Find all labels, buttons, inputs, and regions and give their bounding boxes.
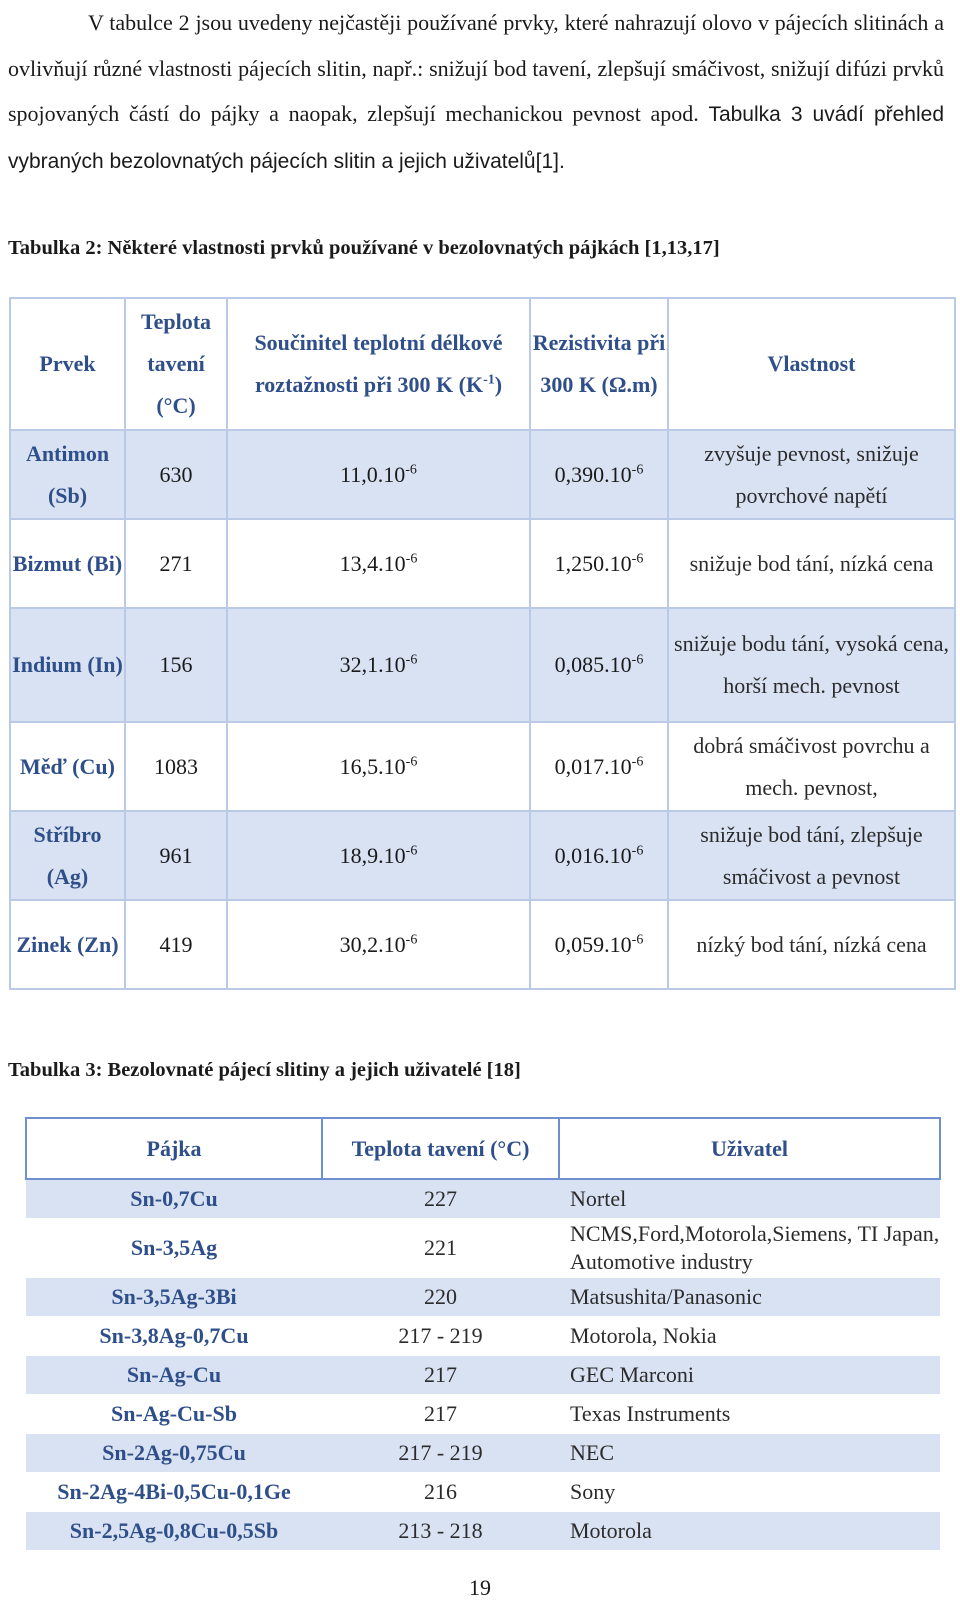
resistivity: 1,250.10-6 [529,518,669,609]
alloy-name: Sn-Ag-Cu [26,1355,322,1395]
resistivity: 0,390.10-6 [529,429,669,520]
table2-row: Antimon (Sb) 630 11,0.10-6 0,390.10-6 zv… [9,429,956,520]
table3-row: Sn-Ag-Cu-Sb 217 Texas Instruments [26,1395,940,1434]
alloy-users: Motorola [559,1511,940,1551]
alloy-name: Sn-3,5Ag-3Bi [26,1277,322,1317]
melting-range: 227 [322,1179,559,1219]
table2-row: Měď (Cu) 1083 16,5.10-6 0,017.10-6 dobrá… [9,721,956,812]
table3: Pájka Teplota tavení (°C) Uživatel Sn-0,… [25,1117,941,1551]
table2-row: Indium (In) 156 32,1.10-6 0,085.10-6 sni… [9,607,956,723]
property: dobrá smáčivost povrchu a mech. pevnost, [667,721,956,812]
table3-caption: Tabulka 3: Bezolovnaté pájecí slitiny a … [8,1059,521,1081]
table3-row: Sn-3,5Ag-3Bi 220 Matsushita/Panasonic [26,1277,940,1317]
table3-row: Sn-0,7Cu 227 Nortel [26,1179,940,1219]
property: snižuje bod tání, nízká cena [667,518,956,609]
table2-header-resistivity: Rezistivita při 300 K (Ω.m) [529,297,669,431]
table2-caption: Tabulka 2: Některé vlastnosti prvků použ… [8,237,720,259]
table2-header-melting: Teplota tavení (°C) [124,297,228,431]
intro-paragraph: V tabulce 2 jsou uvedeny nejčastěji použ… [8,0,944,184]
melting-point: 271 [124,518,228,609]
table3-row: Sn-Ag-Cu 217 GEC Marconi [26,1355,940,1395]
alloy-name: Sn-3,5Ag [130,1235,218,1260]
alloy-name: Sn-0,7Cu [26,1179,322,1219]
table3-row: Sn-2Ag-0,75Cu 217 - 219 NEC [26,1433,940,1473]
table2-row: Bizmut (Bi) 271 13,4.10-6 1,250.10-6 sni… [9,518,956,609]
resistivity: 0,085.10-6 [529,607,669,723]
alloy-name: Sn-2,5Ag-0,8Cu-0,5Sb [26,1511,322,1551]
alloy-name: Sn-2Ag-0,75Cu [26,1433,322,1473]
alloy-users: NEC [559,1433,940,1473]
table3-row: Sn-3,8Ag-0,7Cu 217 - 219 Motorola, Nokia [26,1317,940,1356]
table2-header-expansion: Součinitel teplotní délkové roztažnosti … [226,297,531,431]
resistivity: 0,059.10-6 [529,899,669,990]
melting-point: 630 [124,429,228,520]
intro-text-2: Tabulka 3 uvádí přehled vybraných bezolo… [8,103,944,173]
property: zvyšuje pevnost, snižuje povrchové napět… [667,429,956,520]
element-name: Stříbro (Ag) [9,810,126,901]
page-number: 19 [469,1575,491,1600]
alloy-name: Sn-Ag-Cu-Sb [111,1401,237,1426]
expansion-coefficient: 18,9.10-6 [226,810,531,901]
alloy-users: Motorola, Nokia [570,1323,717,1348]
expansion-coefficient: 30,2.10-6 [226,899,531,990]
table3-header-user: Uživatel [558,1117,941,1180]
alloy-users: Nortel [559,1179,940,1219]
alloy-name: Sn-3,8Ag-0,7Cu [99,1323,249,1348]
table2-row: Stříbro (Ag) 961 18,9.10-6 0,016.10-6 sn… [9,810,956,901]
property: nízký bod tání, nízká cena [667,899,956,990]
expansion-coefficient: 32,1.10-6 [226,607,531,723]
element-name: Antimon (Sb) [9,429,126,520]
melting-range: 221 [424,1235,457,1260]
table3-header-row: Pájka Teplota tavení (°C) Uživatel [25,1117,941,1180]
melting-range: 216 [424,1479,457,1504]
table3-header-melting: Teplota tavení (°C) [321,1117,560,1180]
table3-header-alloy: Pájka [25,1117,323,1180]
melting-range: 220 [322,1277,559,1317]
alloy-name: Sn-2Ag-4Bi-0,5Cu-0,1Ge [57,1479,291,1504]
melting-point: 1083 [124,721,228,812]
melting-range: 217 - 219 [322,1433,559,1473]
melting-range: 217 [424,1401,457,1426]
melting-range: 213 - 218 [322,1511,559,1551]
alloy-users: Matsushita/Panasonic [559,1277,940,1317]
element-name: Měď (Cu) [9,721,126,812]
resistivity: 0,016.10-6 [529,810,669,901]
alloy-users: Sony [570,1479,616,1504]
element-name: Indium (In) [9,607,126,723]
expansion-coefficient: 13,4.10-6 [226,518,531,609]
alloy-users: NCMS,Ford,Motorola,Siemens, TI Japan, Au… [570,1221,940,1274]
expansion-coefficient: 11,0.10-6 [226,429,531,520]
melting-range: 217 - 219 [398,1323,483,1348]
table2-header-element: Prvek [9,297,126,431]
alloy-users: Texas Instruments [570,1401,731,1426]
property: snižuje bodu tání, vysoká cena, horší me… [667,607,956,723]
table3-row: Sn-2,5Ag-0,8Cu-0,5Sb 213 - 218 Motorola [26,1511,940,1551]
melting-point: 156 [124,607,228,723]
table3-row: Sn-3,5Ag 221 NCMS,Ford,Motorola,Siemens,… [26,1219,940,1278]
melting-point: 961 [124,810,228,901]
melting-range: 217 [322,1355,559,1395]
table3-row: Sn-2Ag-4Bi-0,5Cu-0,1Ge 216 Sony [26,1473,940,1512]
alloy-users: GEC Marconi [559,1355,940,1395]
element-name: Bizmut (Bi) [9,518,126,609]
table2-header-property: Vlastnost [667,297,956,431]
property: snižuje bod tání, zlepšuje smáčivost a p… [667,810,956,901]
table2: Prvek Teplota tavení (°C) Součinitel tep… [9,297,956,990]
table2-row: Zinek (Zn) 419 30,2.10-6 0,059.10-6 nízk… [9,899,956,990]
melting-point: 419 [124,899,228,990]
intro-text-1: V tabulce 2 jsou uvedeny nejčastěji použ… [8,10,944,127]
table2-header-row: Prvek Teplota tavení (°C) Součinitel tep… [9,297,956,431]
expansion-coefficient: 16,5.10-6 [226,721,531,812]
element-name: Zinek (Zn) [9,899,126,990]
resistivity: 0,017.10-6 [529,721,669,812]
